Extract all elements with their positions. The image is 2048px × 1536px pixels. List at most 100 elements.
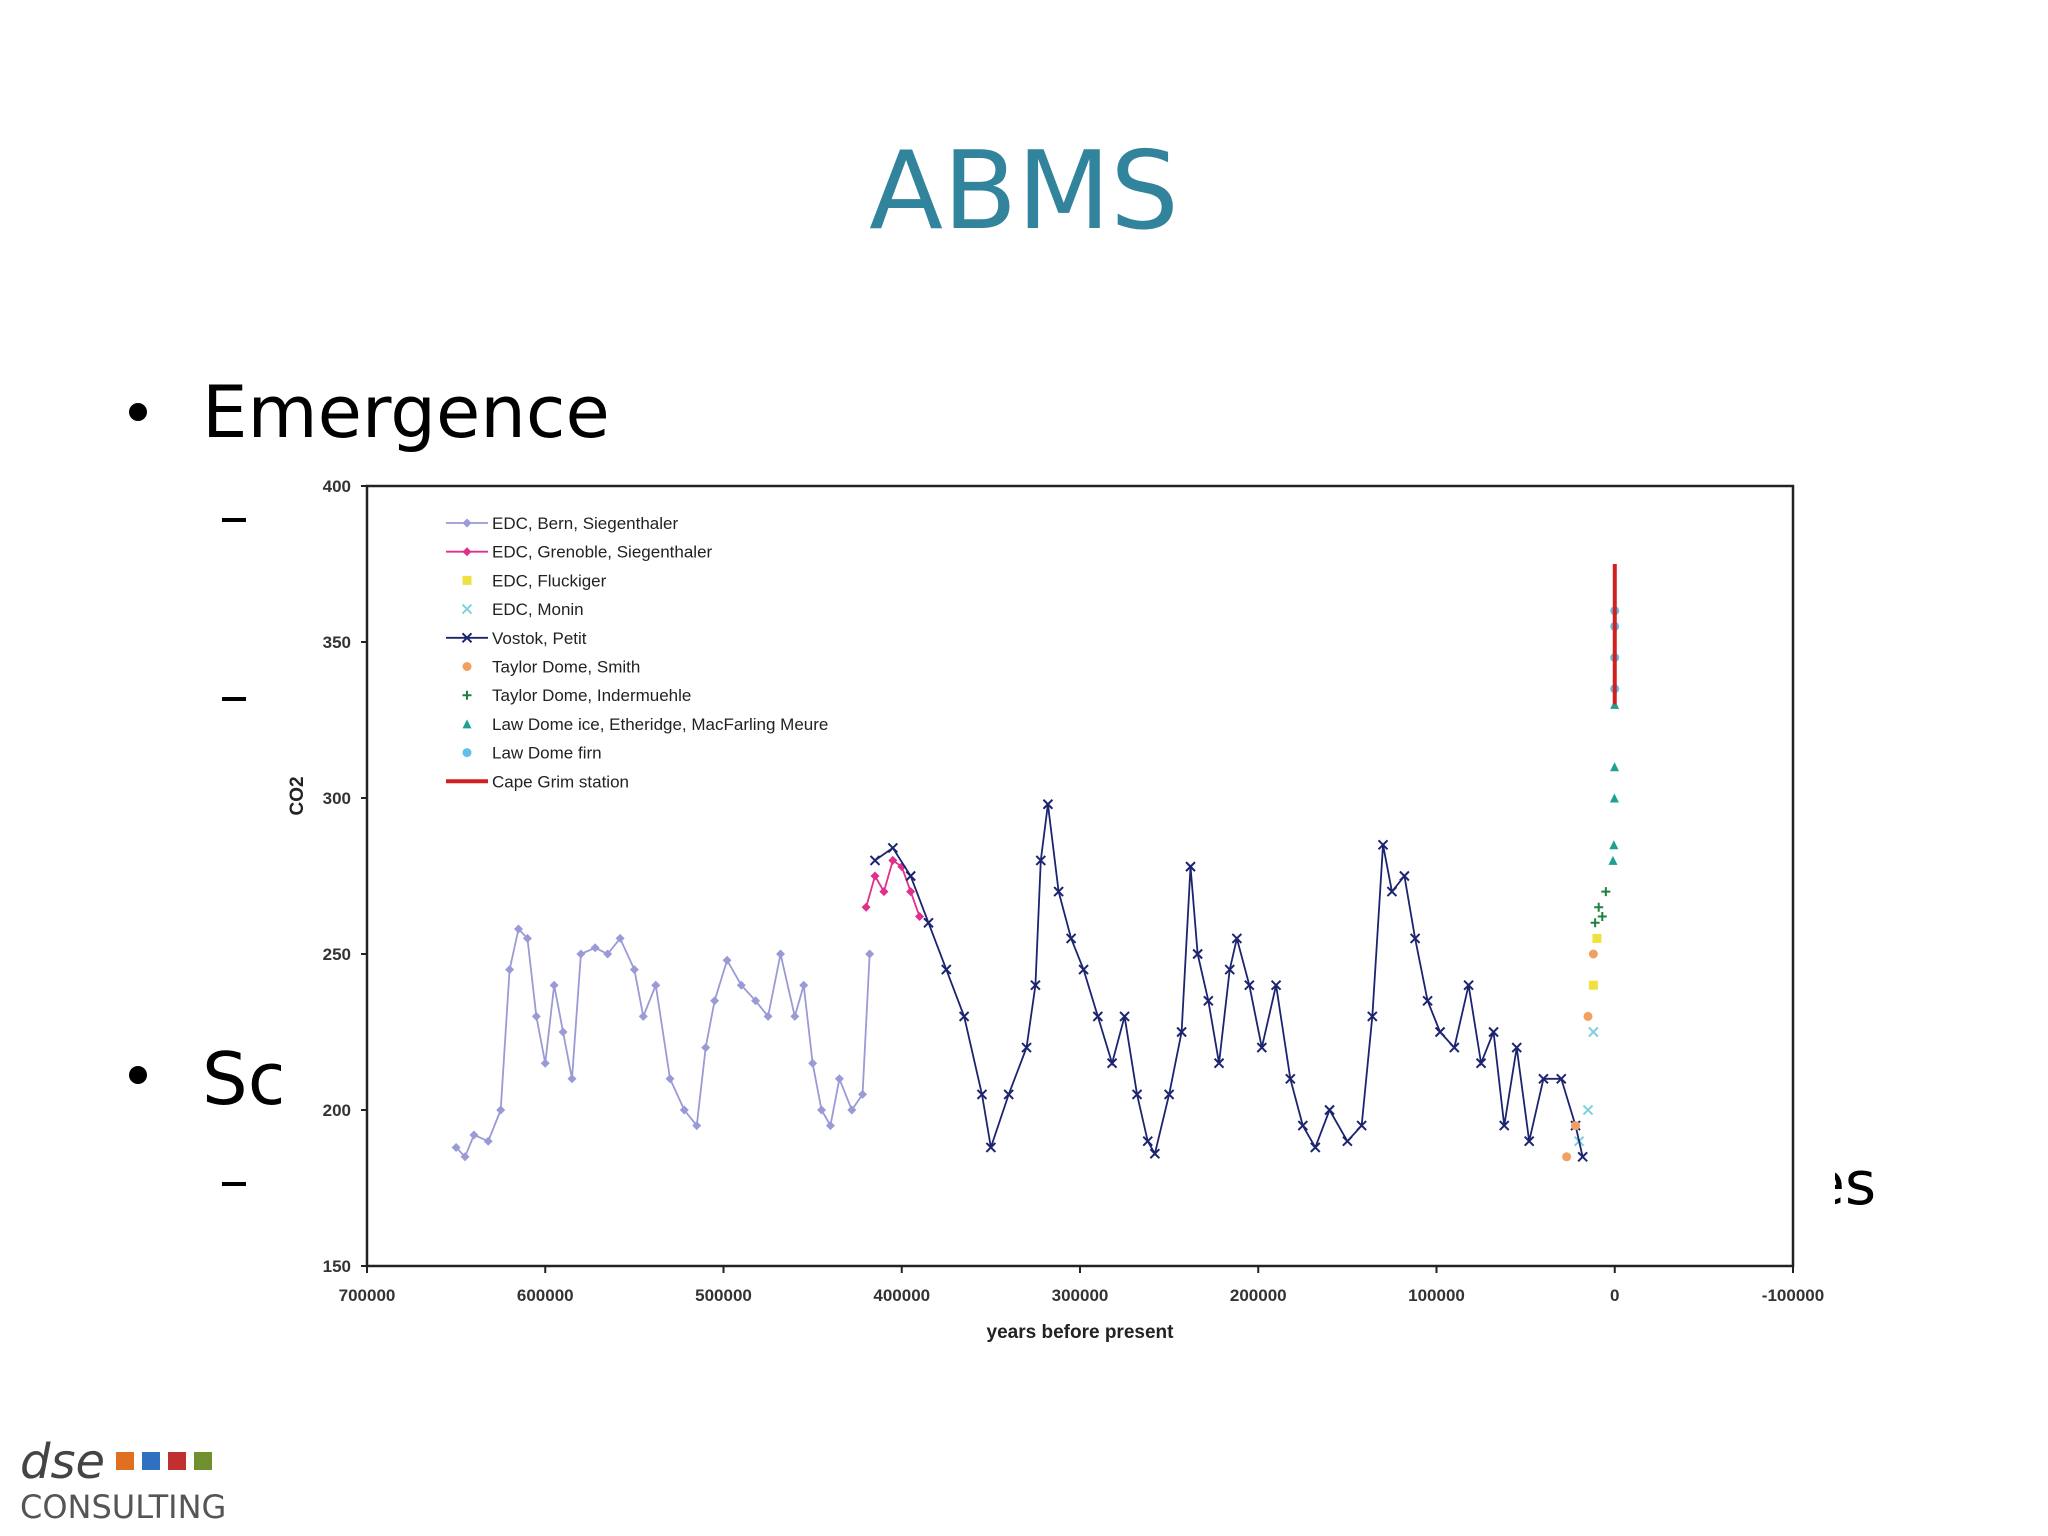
data-point (1297, 1120, 1309, 1131)
y-tick-label: 300 (323, 789, 351, 808)
data-point (1409, 933, 1421, 944)
data-point (1422, 995, 1433, 1007)
data-point (1285, 1073, 1296, 1085)
data-point (701, 1043, 711, 1053)
data-point (776, 949, 786, 959)
bullet (129, 1066, 147, 1084)
data-point (1053, 886, 1064, 897)
data-point (790, 1011, 800, 1021)
data-point (1078, 964, 1089, 975)
data-point (1463, 979, 1474, 991)
legend-label: EDC, Bern, Siegenthaler (492, 514, 678, 533)
data-point (879, 887, 889, 897)
legend-label: Law Dome ice, Etheridge, MacFarling Meur… (492, 715, 828, 734)
data-point (1030, 979, 1041, 991)
data-point (1356, 1120, 1367, 1131)
data-point (469, 1130, 479, 1140)
data-point (1131, 1089, 1143, 1100)
data-point (462, 748, 472, 758)
data-point (461, 632, 473, 644)
data-point (923, 917, 934, 929)
data-point (1042, 799, 1054, 810)
data-point (1609, 793, 1619, 803)
logo-name: dse (20, 1434, 105, 1490)
data-point (549, 980, 559, 990)
data-point (1185, 861, 1196, 872)
data-point (531, 1011, 541, 1021)
data-point (1434, 1026, 1446, 1038)
data-point (514, 924, 524, 934)
data-point (1092, 1011, 1104, 1022)
x-tick-label: 700000 (339, 1286, 396, 1305)
data-point (540, 1058, 550, 1068)
y-axis-label: CO2 (287, 776, 308, 815)
data-point (1367, 1011, 1378, 1022)
y-tick-label: 400 (323, 477, 351, 496)
x-tick-label: -100000 (1762, 1286, 1824, 1305)
data-point (799, 980, 809, 990)
data-point (505, 965, 515, 975)
data-point (1231, 933, 1243, 944)
data-point (462, 690, 472, 700)
dash (222, 697, 246, 701)
data-point (461, 603, 473, 615)
data-point (1571, 1121, 1581, 1131)
data-point (1488, 1026, 1499, 1038)
data-point (870, 871, 880, 881)
bullet-text: Sc (202, 1037, 287, 1121)
data-point (558, 1027, 568, 1037)
data-point (522, 933, 532, 943)
data-point (1270, 979, 1282, 991)
data-point (985, 1142, 997, 1153)
data-point (629, 965, 639, 975)
data-point (1499, 1120, 1510, 1131)
data-point (1609, 840, 1619, 850)
data-point (1523, 1135, 1535, 1147)
logo-square (194, 1452, 212, 1470)
data-point (1511, 1042, 1522, 1053)
data-point (576, 949, 586, 959)
data-point (941, 964, 952, 975)
data-point (1176, 1026, 1187, 1038)
data-point (1590, 918, 1600, 928)
data-point (651, 980, 661, 990)
data-point (462, 719, 472, 729)
data-point (1021, 1042, 1032, 1053)
data-point (861, 902, 871, 912)
logo-tagline: CONSULTING (20, 1488, 226, 1526)
data-point (603, 949, 613, 959)
data-point (1588, 949, 1598, 959)
bullet-text: Emergence (202, 370, 610, 454)
data-point (496, 1105, 506, 1115)
data-point (834, 1074, 844, 1084)
data-point (736, 980, 746, 990)
data-point (915, 912, 925, 922)
data-point (1601, 887, 1611, 897)
data-point (1562, 1152, 1572, 1162)
slide-title: ABMS (869, 129, 1179, 254)
data-point (462, 662, 472, 671)
legend-label: EDC, Monin (492, 600, 584, 619)
data-point (1588, 980, 1598, 990)
legend-label: Law Dome firn (492, 744, 602, 763)
legend-label: Taylor Dome, Smith (492, 658, 640, 677)
logo-square (168, 1452, 186, 1470)
data-point (462, 575, 472, 585)
data-point (1342, 1135, 1353, 1147)
x-tick-label: 400000 (873, 1286, 930, 1305)
y-tick-label: 150 (323, 1257, 351, 1276)
data-point (1577, 1151, 1588, 1163)
data-point (976, 1089, 988, 1100)
x-tick-label: 200000 (1230, 1286, 1287, 1305)
data-point (858, 1089, 868, 1099)
x-tick-label: 100000 (1408, 1286, 1465, 1305)
data-point (1608, 855, 1618, 865)
data-point (1003, 1089, 1014, 1100)
data-point (1256, 1042, 1268, 1053)
data-point (1106, 1057, 1118, 1069)
data-point (567, 1074, 577, 1084)
data-point (1556, 1073, 1567, 1085)
data-point (451, 1142, 461, 1152)
legend-label: EDC, Grenoble, Siegenthaler (492, 543, 713, 562)
